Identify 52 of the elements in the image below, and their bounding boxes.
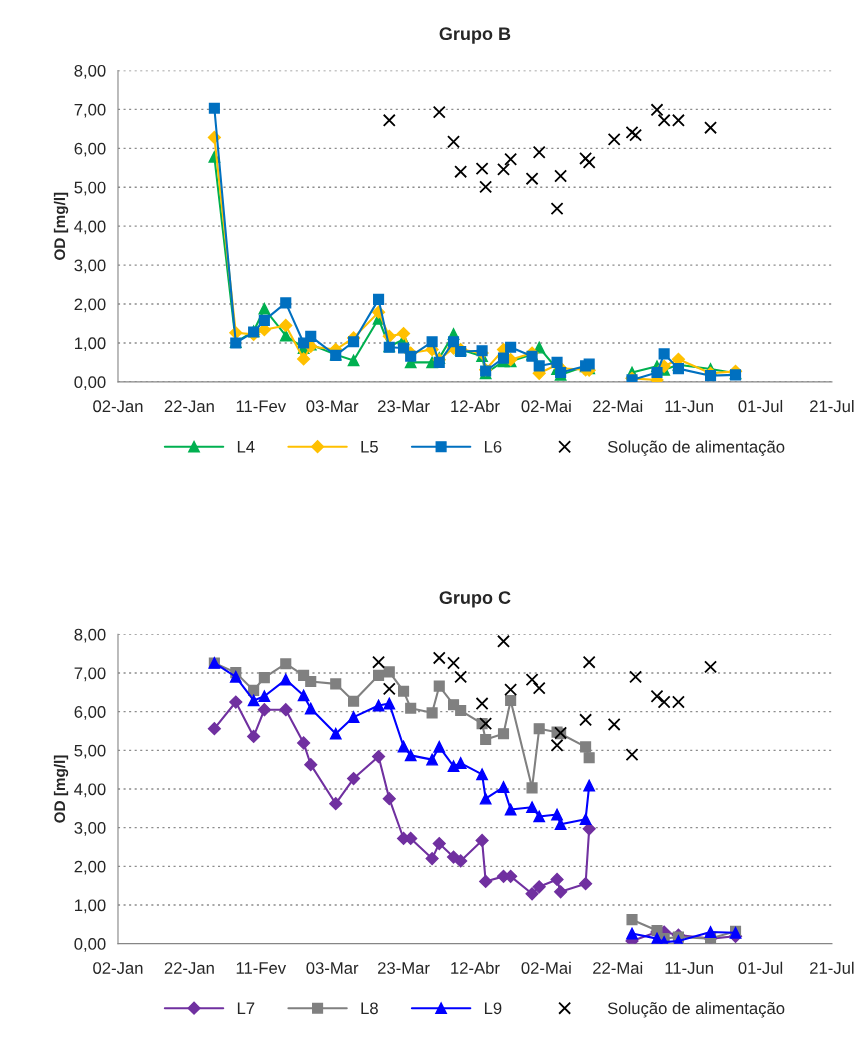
x-tick-label: 01-Jul [738, 399, 783, 413]
x-tick-label: 22-Mai [593, 399, 643, 413]
y-tick-label: 4,00 [74, 783, 106, 798]
legend-label: L5 [361, 441, 378, 453]
legend-label: Solução de alimentação [607, 440, 785, 457]
chart-title: Grupo B [439, 27, 511, 44]
y-tick-label: 3,00 [74, 822, 106, 836]
legend-label: L6 [484, 440, 502, 453]
y-tick-label: 6,00 [74, 706, 106, 720]
legend-label: L8 [361, 1002, 378, 1015]
x-tick-label: 23-Mar [378, 962, 430, 974]
x-tick-label: 22-Jan [164, 400, 214, 413]
y-tick-label: 1,00 [75, 337, 106, 352]
x-tick-label: 21-Jul [810, 399, 854, 413]
x-tick-label: 22-Jan [164, 962, 214, 974]
x-tick-label: 21-Jul [810, 961, 854, 974]
x-tick-label: 01-Jul [738, 961, 783, 974]
y-tick-label: 7,00 [74, 667, 106, 682]
x-tick-label: 12-Abr [451, 961, 500, 974]
y-tick-label: 1,00 [75, 899, 106, 914]
x-tick-label: 23-Mar [378, 400, 430, 413]
x-tick-label: 02-Jan [93, 962, 143, 974]
legend-label: L9 [484, 1002, 502, 1015]
legend-label: L4 [237, 441, 255, 453]
y-tick-label: 5,00 [74, 744, 106, 759]
y-tick-label: 8,00 [74, 64, 106, 79]
y-tick-label: 2,00 [74, 298, 106, 313]
y-tick-label: 6,00 [74, 142, 106, 157]
y-tick-label: 5,00 [74, 181, 106, 196]
x-tick-label: 02-Jan [93, 400, 143, 413]
y-tick-label: 0,00 [74, 376, 106, 391]
x-tick-label: 11-Jun [665, 962, 713, 974]
y-tick-label: 8,00 [74, 628, 106, 643]
y-tick-label: 0,00 [74, 938, 106, 952]
x-tick-label: 11-Fev [236, 962, 287, 974]
x-tick-label: 12-Abr [451, 399, 500, 413]
x-tick-label: 03-Mar [306, 400, 359, 413]
legend-label: Solução de alimentação [607, 1001, 785, 1018]
x-tick-label: 11-Jun [665, 400, 713, 413]
legend-label: L7 [237, 1002, 255, 1015]
y-tick-label: 4,00 [74, 220, 106, 235]
y-tick-label: 7,00 [74, 103, 106, 118]
x-tick-label: 11-Fev [236, 400, 287, 413]
x-tick-label: 02-Mai [521, 399, 571, 413]
x-tick-label: 02-Mai [521, 961, 571, 974]
x-tick-label: 03-Mar [306, 962, 359, 974]
y-tick-label: 3,00 [74, 259, 106, 274]
x-tick-label: 22-Mai [593, 961, 643, 974]
y-tick-label: 2,00 [74, 860, 106, 875]
chart-title: Grupo C [439, 591, 511, 608]
y-axis-title: OD [mg/l] [53, 755, 69, 823]
y-axis-title: OD [mg/l] [53, 192, 69, 260]
